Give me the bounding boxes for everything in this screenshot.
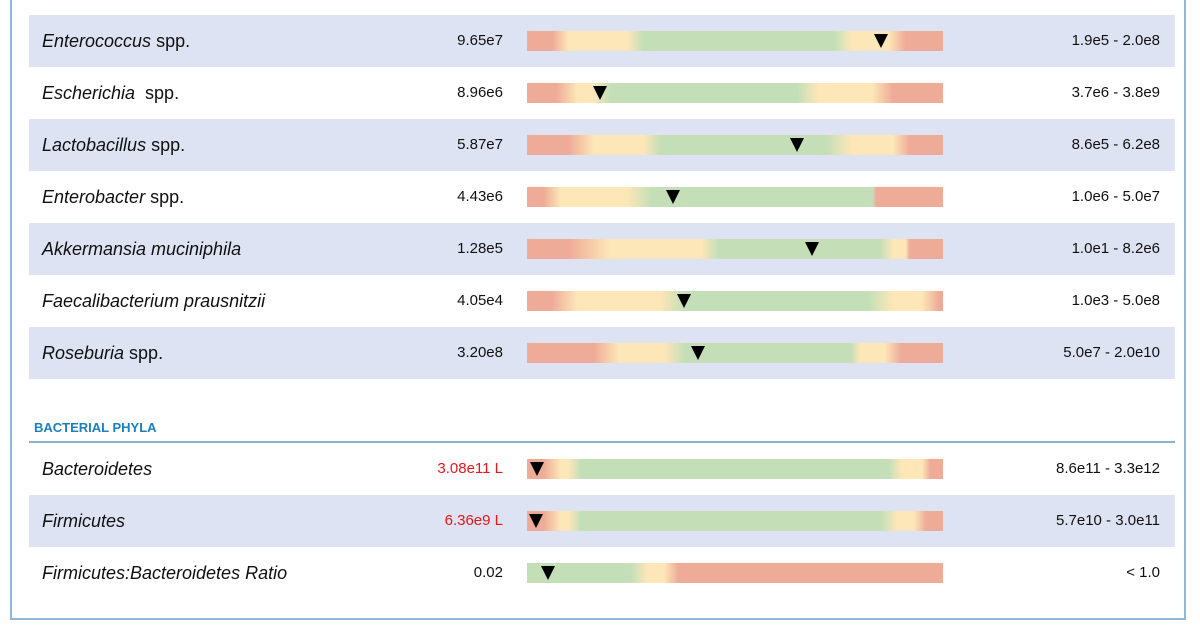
- result-value: 5.87e7: [457, 136, 503, 153]
- result-marker: [529, 462, 544, 476]
- taxon-italic: Lactobacillus: [42, 135, 147, 155]
- section-rule: [29, 441, 1175, 443]
- taxon-name: Lactobacillus spp.: [42, 119, 185, 171]
- table-row: Faecalibacterium prausnitzii 4.05e4 1.0e3 …: [29, 275, 1175, 327]
- taxon-italic: Roseburia: [42, 343, 125, 363]
- taxon-name: Firmicutes: [42, 495, 125, 547]
- reference-bar: [527, 31, 943, 51]
- reference-range: 1.0e3 - 5.0e8: [1071, 292, 1160, 309]
- reference-bar: [527, 187, 943, 207]
- table-row: Roseburia spp. 3.20e8 5.0e7 - 2.0e10: [29, 327, 1175, 379]
- taxon-suffix: spp.: [135, 83, 180, 103]
- taxon-name: Bacteroidetes: [42, 443, 152, 495]
- reference-range: 1.9e5 - 2.0e8: [1071, 32, 1160, 49]
- section-title: BACTERIAL PHYLA: [34, 420, 157, 435]
- taxon-name: Enterococcus spp.: [42, 15, 190, 67]
- result-marker: [690, 346, 705, 360]
- taxon-name: Escherichia spp.: [42, 67, 179, 119]
- taxon-name: Akkermansia muciniphila: [42, 223, 241, 275]
- result-marker: [529, 514, 544, 528]
- reference-bar: [527, 239, 943, 259]
- table-row: Firmicutes 6.36e9 L 5.7e10 - 3.0e11: [29, 495, 1175, 547]
- reference-range: 8.6e5 - 6.2e8: [1071, 136, 1160, 153]
- taxon-suffix: spp.: [124, 343, 164, 363]
- table-row: Akkermansia muciniphila 1.28e5 1.0e1 - 8.2…: [29, 223, 1175, 275]
- result-marker: [665, 190, 680, 204]
- reference-range: 5.0e7 - 2.0e10: [1063, 344, 1160, 361]
- taxon-name: Firmicutes:Bacteroidetes Ratio: [42, 547, 287, 599]
- taxon-name: Enterobacter spp.: [42, 171, 184, 223]
- reference-bar: [527, 135, 943, 155]
- result-value: 6.36e9 L: [444, 512, 503, 529]
- reference-range: 8.6e11 - 3.3e12: [1056, 460, 1160, 477]
- panel-frame: [10, 0, 1186, 620]
- table-row: Firmicutes:Bacteroidetes Ratio 0.02 < 1.0: [29, 547, 1175, 599]
- result-value: 0.02: [473, 564, 503, 581]
- taxon-suffix: spp.: [145, 187, 185, 207]
- reference-range: 3.7e6 - 3.8e9: [1071, 84, 1160, 101]
- result-marker: [804, 242, 819, 256]
- reference-bar: [527, 291, 943, 311]
- result-value: 4.43e6: [457, 188, 503, 205]
- taxon-italic: Enterococcus: [42, 31, 152, 51]
- result-marker: [790, 138, 805, 152]
- reference-range: 5.7e10 - 3.0e11: [1056, 512, 1160, 529]
- table-row: Enterobacter spp. 4.43e6 1.0e6 - 5.0e7: [29, 171, 1175, 223]
- result-value: 8.96e6: [457, 84, 503, 101]
- reference-range: 1.0e6 - 5.0e7: [1071, 188, 1160, 205]
- taxon-italic: Escherichia: [42, 83, 136, 103]
- result-marker: [873, 34, 888, 48]
- result-marker: [540, 566, 555, 580]
- table-row: Escherichia spp. 8.96e6 3.7e6 - 3.8e9: [29, 67, 1175, 119]
- result-value: 1.28e5: [457, 240, 503, 257]
- reference-range: < 1.0: [1126, 564, 1160, 581]
- result-value: 3.08e11 L: [437, 460, 503, 477]
- taxon-suffix: spp.: [151, 31, 191, 51]
- table-row: Enterococcus spp. 9.65e7 1.9e5 - 2.0e8: [29, 15, 1175, 67]
- taxon-name: Roseburia spp.: [42, 327, 163, 379]
- result-marker: [592, 86, 607, 100]
- reference-bar: [527, 563, 943, 583]
- taxon-suffix: spp.: [146, 135, 186, 155]
- table-row: Lactobacillus spp. 5.87e7 8.6e5 - 6.2e8: [29, 119, 1175, 171]
- taxon-italic: Bacteroidetes: [42, 459, 153, 479]
- taxon-italic: Firmicutes:Bacteroidetes Ratio: [42, 563, 288, 583]
- taxon-italic: Enterobacter: [42, 187, 146, 207]
- table-row: Bacteroidetes 3.08e11 L 8.6e11 - 3.3e12: [29, 443, 1175, 495]
- result-value: 3.20e8: [457, 344, 503, 361]
- reference-bar: [527, 511, 943, 531]
- reference-bar: [527, 343, 943, 363]
- result-value: 9.65e7: [457, 32, 503, 49]
- result-marker: [676, 294, 691, 308]
- result-value: 4.05e4: [457, 292, 503, 309]
- taxon-italic: Firmicutes: [42, 511, 126, 531]
- reference-range: 1.0e1 - 8.2e6: [1071, 240, 1160, 257]
- taxon-italic: Akkermansia muciniphila: [42, 239, 242, 259]
- reference-bar: [527, 459, 943, 479]
- taxon-italic: Faecalibacterium prausnitzii: [42, 291, 266, 311]
- taxon-name: Faecalibacterium prausnitzii: [42, 275, 265, 327]
- reference-bar: [527, 83, 943, 103]
